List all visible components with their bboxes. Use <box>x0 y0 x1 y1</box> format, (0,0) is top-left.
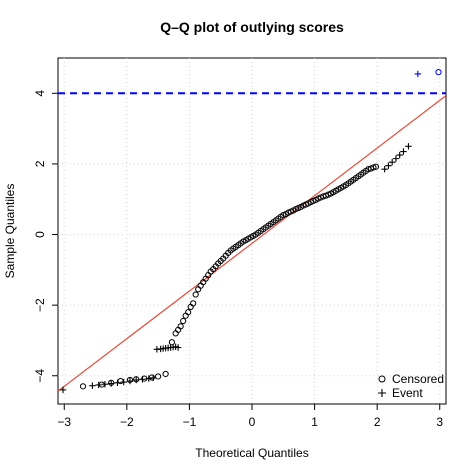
censored-point <box>162 370 169 378</box>
event-point <box>120 378 127 386</box>
event-point <box>139 376 146 383</box>
reference-lines <box>57 92 447 392</box>
event-point <box>101 381 109 388</box>
y-axis-label: Sample Quantiles <box>3 184 17 279</box>
event-point <box>392 155 400 162</box>
event-point <box>414 70 422 78</box>
event-point <box>381 166 388 173</box>
legend-censored-label: Censored <box>392 372 444 386</box>
legend-event-label: Event <box>392 386 423 400</box>
event-point <box>95 381 102 389</box>
censored-point <box>192 291 199 298</box>
event-point <box>107 380 115 387</box>
x-tick-label: 2 <box>374 415 381 429</box>
legend-censored-symbol <box>378 375 386 383</box>
censored-point <box>370 164 377 171</box>
event-point <box>405 143 412 150</box>
event-point <box>145 375 152 382</box>
censored-point <box>435 69 442 76</box>
data-points <box>59 69 442 394</box>
event-point <box>388 158 396 166</box>
x-tick-label: 0 <box>249 415 256 429</box>
x-axis: −3 −2 −1 0 1 2 3 <box>57 404 443 429</box>
grid <box>58 58 446 404</box>
x-tick-label: −2 <box>120 415 134 429</box>
event-point <box>89 382 96 389</box>
x-axis-label: Theoretical Quantiles <box>195 446 308 460</box>
event-point <box>385 162 392 169</box>
event-point <box>396 151 403 159</box>
event-point <box>126 377 134 385</box>
censored-point <box>180 317 187 325</box>
censored-point <box>190 300 197 307</box>
x-tick-label: 3 <box>436 415 443 429</box>
censored-point <box>79 383 87 390</box>
x-tick-label: 1 <box>311 415 318 429</box>
legend-event-symbol <box>378 389 386 397</box>
chart-title: Q–Q plot of outlying scores <box>160 19 344 35</box>
event-point <box>114 379 121 387</box>
censored-point <box>155 373 162 380</box>
censored-point <box>177 323 184 330</box>
y-tick-label: 0 <box>33 231 47 238</box>
event-point <box>149 374 157 382</box>
event-point <box>59 386 67 394</box>
y-axis: −4 −2 0 2 4 <box>33 90 58 383</box>
y-tick-label: 2 <box>33 160 47 167</box>
x-tick-label: −3 <box>57 415 71 429</box>
censored-point <box>168 339 175 346</box>
x-tick-label: −1 <box>183 415 197 429</box>
y-tick-label: −2 <box>33 298 47 312</box>
event-point <box>133 376 140 384</box>
censored-point <box>372 163 380 170</box>
y-tick-label: −4 <box>33 369 47 383</box>
qq-reference-line <box>57 95 447 392</box>
y-tick-label: 4 <box>33 90 47 97</box>
event-point <box>174 344 182 351</box>
event-point <box>400 148 407 155</box>
censored-point <box>185 309 192 316</box>
